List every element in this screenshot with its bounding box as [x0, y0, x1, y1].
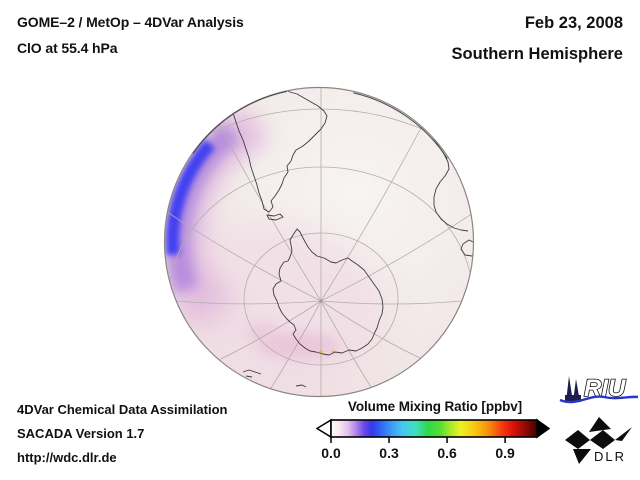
plot-date-block: Feb 23, 2008 Southern Hemisphere — [452, 13, 623, 64]
clo-enhanced-mid — [165, 121, 241, 295]
coast-islet — [295, 384, 307, 388]
colorbar-ticks — [330, 437, 506, 443]
river-wave-icon — [559, 395, 639, 404]
coast-south-georgia — [242, 369, 262, 378]
credits-block: 4DVar Chemical Data Assimilation SACADA … — [17, 398, 228, 470]
colorbar-right-arrow — [536, 418, 551, 439]
cathedral-base-icon — [565, 395, 581, 402]
coast-antarctica — [272, 228, 384, 356]
colorbar-gradient-bar — [330, 419, 538, 438]
clo-data-field — [165, 88, 473, 396]
riu-logo: RIU — [559, 374, 639, 404]
coast-tierra-del-fuego — [266, 213, 284, 221]
colorbar-tick-labels: 0.0 0.3 0.6 0.9 — [316, 445, 554, 461]
credit-line-2: SACADA Version 1.7 — [17, 426, 145, 441]
plot-date: Feb 23, 2008 — [524, 14, 623, 32]
colorbar-tick-label: 0.9 — [495, 445, 515, 461]
plot-title: GOME–2 / MetOp – 4DVar Analysis — [17, 14, 244, 30]
colorbar-tick-label: 0.6 — [437, 445, 457, 461]
colorbar-left-arrow — [316, 418, 332, 439]
rim-coast-arc-east — [353, 92, 448, 159]
colorbar-tick-label: 0.0 — [321, 445, 341, 461]
dlr-logo-text: DLR — [594, 449, 626, 464]
colorbar-scale — [316, 418, 551, 443]
colorbar-title: Volume Mixing Ratio [ppbv] — [347, 399, 523, 414]
plot-region: Southern Hemisphere — [451, 45, 623, 63]
plot-title-block: GOME–2 / MetOp – 4DVar Analysis ClO at 5… — [17, 13, 244, 58]
dlr-logo: DLR — [565, 417, 632, 464]
colorbar-tick-label: 0.3 — [379, 445, 399, 461]
colorbar: Volume Mixing Ratio [ppbv] 0.0 0.3 0.6 0.9 — [316, 399, 554, 461]
credit-line-1: 4DVar Chemical Data Assimilation — [17, 402, 228, 417]
clo-enhanced-core — [166, 139, 215, 256]
globe-rim — [163, 86, 475, 398]
hot-pixel — [331, 350, 335, 353]
rim-coast-arc-west — [192, 90, 288, 154]
coast-madagascar — [460, 239, 473, 257]
credit-url: http://wdc.dlr.de — [17, 450, 117, 465]
dlr-mark-icon — [565, 417, 632, 464]
plot-subtitle: ClO at 55.4 hPa — [17, 40, 118, 56]
